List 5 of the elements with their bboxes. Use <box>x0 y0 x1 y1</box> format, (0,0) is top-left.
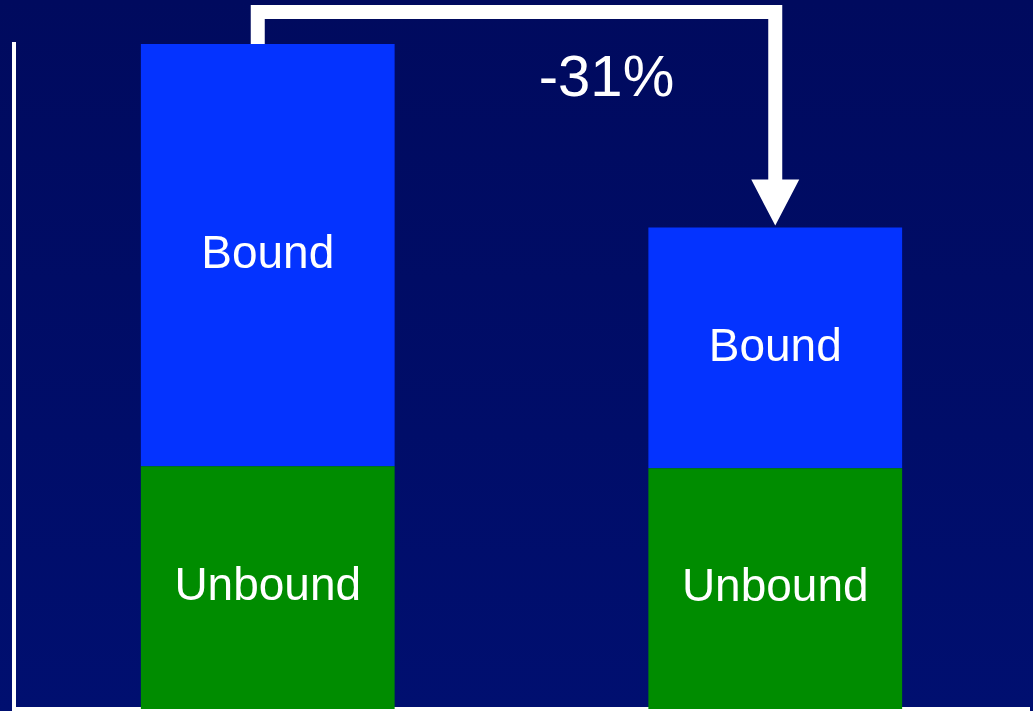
series-label: Bound <box>201 225 335 278</box>
series-label: Unbound <box>174 558 362 611</box>
text: Bound <box>708 318 842 371</box>
annotation: -31% <box>538 43 675 108</box>
text: Unbound <box>681 559 869 612</box>
